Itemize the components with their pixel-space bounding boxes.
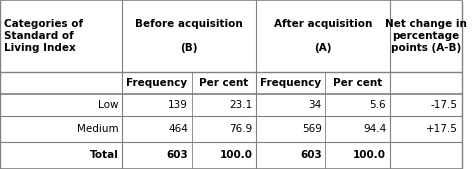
Text: 100.0: 100.0 <box>219 150 253 161</box>
Text: 100.0: 100.0 <box>353 150 386 161</box>
Text: Categories of
Standard of
Living Index: Categories of Standard of Living Index <box>4 19 83 53</box>
Text: 603: 603 <box>166 150 188 161</box>
Text: Before acquisition

(B): Before acquisition (B) <box>136 19 243 53</box>
Text: Per cent: Per cent <box>333 78 383 88</box>
Text: Net change in
percentage
points (A-B): Net change in percentage points (A-B) <box>385 19 467 53</box>
Text: After acquisition

(A): After acquisition (A) <box>274 19 372 53</box>
Text: Frequency: Frequency <box>260 78 321 88</box>
Text: 5.6: 5.6 <box>370 100 386 110</box>
Text: 34: 34 <box>309 100 322 110</box>
Text: 94.4: 94.4 <box>363 124 386 134</box>
Text: 569: 569 <box>302 124 322 134</box>
Text: Total: Total <box>90 150 118 161</box>
Text: Frequency: Frequency <box>127 78 188 88</box>
Text: +17.5: +17.5 <box>426 124 458 134</box>
Text: 603: 603 <box>300 150 322 161</box>
Text: 464: 464 <box>168 124 188 134</box>
Text: 76.9: 76.9 <box>229 124 253 134</box>
Text: Per cent: Per cent <box>199 78 248 88</box>
Text: Medium: Medium <box>77 124 118 134</box>
Text: -17.5: -17.5 <box>431 100 458 110</box>
Text: Low: Low <box>98 100 118 110</box>
Text: 139: 139 <box>168 100 188 110</box>
Text: 23.1: 23.1 <box>229 100 253 110</box>
